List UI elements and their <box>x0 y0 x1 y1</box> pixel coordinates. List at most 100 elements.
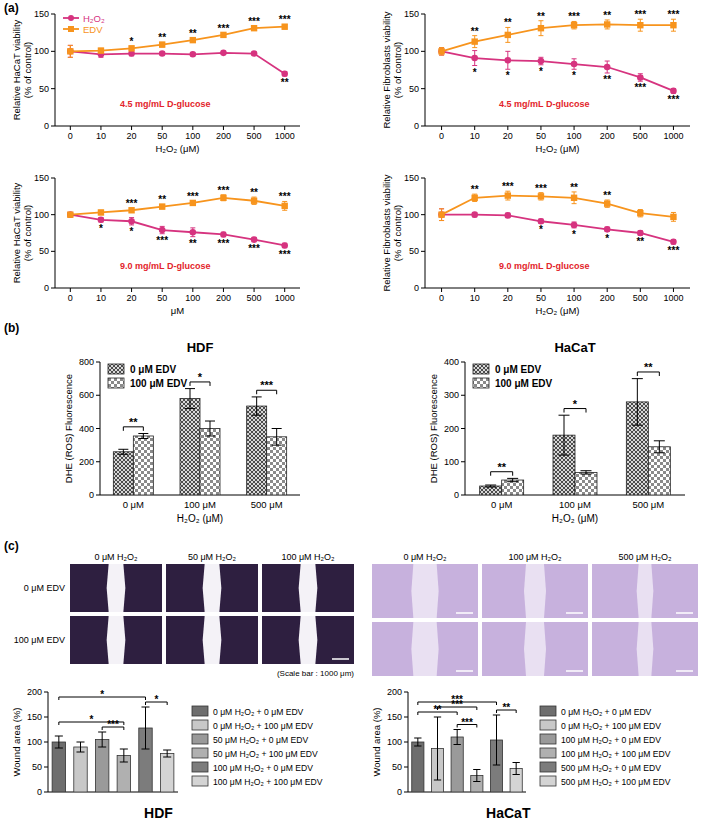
significance: * <box>130 226 134 237</box>
x-tick <box>254 288 255 292</box>
scratch <box>203 616 222 664</box>
scale-bar <box>456 612 473 614</box>
significance: *** <box>248 243 260 254</box>
legend-swatch <box>473 378 489 388</box>
error-bar <box>185 389 195 409</box>
y-tick <box>421 14 425 15</box>
x-axis-label: μM <box>171 305 184 316</box>
y-tick-label: 50 <box>409 246 419 256</box>
y-tick-label: 0 <box>397 787 402 797</box>
bar <box>180 399 200 495</box>
x-tick-label: 500 μM <box>632 499 664 510</box>
x-tick-label: 1000 <box>275 293 295 303</box>
y-tick <box>51 251 55 252</box>
error-bar <box>190 228 195 237</box>
bar <box>74 747 87 792</box>
legend: 0 μM H₂O₂ + 0 μM EDV0 μM H₂O₂ + 100 μM E… <box>540 706 671 787</box>
annotations: ***************************** <box>471 9 680 105</box>
micrograph <box>166 616 258 664</box>
significance: * <box>572 70 576 81</box>
x-axis <box>48 792 178 793</box>
x-axis <box>55 288 300 289</box>
y-axis-label-line: (% of control) <box>22 205 33 262</box>
error-bar <box>572 59 577 69</box>
error-bar <box>414 738 421 746</box>
x-tick <box>162 126 163 130</box>
series-line <box>442 24 674 51</box>
image-grid: 0 μM H₂O₂50 μM H₂O₂100 μM H₂O₂0 μM EDV10… <box>14 552 355 678</box>
x-tick <box>100 126 101 130</box>
error-bar <box>572 192 577 204</box>
annotations: ******************** <box>471 181 680 256</box>
marker <box>505 192 511 198</box>
error-bar <box>605 61 610 73</box>
x-tick <box>441 126 442 130</box>
y-tick <box>96 362 100 363</box>
legend-swatch <box>108 364 124 374</box>
bar <box>648 447 670 495</box>
legend-label: 500 μM H₂O₂ + 0 μM EDV <box>561 763 661 773</box>
significance: *** <box>248 16 260 27</box>
column-label: 0 μM H₂O₂ <box>403 552 447 562</box>
micrograph <box>262 616 354 664</box>
y-axis-label-line: DHE (ROS) Fluorescence <box>63 374 74 483</box>
x-tick-label: 50 <box>157 293 167 303</box>
x-tick <box>673 288 674 292</box>
column-label: 500 μM H₂O₂ <box>618 552 672 562</box>
error-bar <box>605 200 610 207</box>
marker <box>98 209 104 215</box>
marks <box>67 23 288 77</box>
y-tick-label: 0 <box>414 121 419 131</box>
significance: *** <box>668 94 680 105</box>
error-bar <box>434 717 441 780</box>
error-bar <box>671 212 676 221</box>
significance: *** <box>568 11 580 22</box>
x-tick-label: 100 <box>567 293 582 303</box>
bar <box>113 452 133 495</box>
x-tick-label: 500 μM <box>251 499 283 510</box>
error-bar <box>138 433 148 438</box>
marker <box>637 22 643 28</box>
x-tick <box>507 288 508 292</box>
y-axis-label: Relative Fibroblasts viability(% of cont… <box>381 174 403 291</box>
y-tick <box>404 792 408 793</box>
panel-label: (c) <box>4 539 19 553</box>
legend-label: 100 μM EDV <box>130 378 188 389</box>
error-bar <box>252 397 262 415</box>
scratch <box>411 622 438 676</box>
y-tick-label: 50 <box>409 84 419 94</box>
annotations: **************** <box>130 14 291 88</box>
x-tick-label: 200 <box>600 131 615 141</box>
series-line <box>70 215 284 246</box>
y-tick-label: 100 <box>404 210 419 220</box>
significance: *** <box>279 14 291 25</box>
y-tick-label: 50 <box>39 84 49 94</box>
error-bar <box>141 707 149 749</box>
y-tick <box>421 178 425 179</box>
y-axis-label-line: (% of control) <box>392 205 403 262</box>
x-tick-label: 50 <box>536 131 546 141</box>
error-bar <box>538 21 543 36</box>
row-label: 0 μM EDV <box>24 583 65 593</box>
x-tick <box>284 288 285 292</box>
x-tick-label: 500 <box>247 131 262 141</box>
x-tick-label: 0 <box>439 293 444 303</box>
y-axis-label: DHE (ROS) Fluorescence <box>428 374 439 483</box>
x-axis <box>408 792 526 793</box>
marker <box>67 48 73 54</box>
legend-swatch <box>192 706 208 716</box>
scratch <box>299 616 318 664</box>
significance: ** <box>644 361 653 373</box>
significance: * <box>154 694 158 705</box>
marker <box>571 61 578 68</box>
bar-chart: 050100150200Wound area (%)******0 μM H₂O… <box>11 687 323 821</box>
x-axis-label: H₂O₂ (μM) <box>156 143 200 154</box>
significance: *** <box>107 719 119 730</box>
row-label: 100 μM EDV <box>14 635 65 645</box>
error-bar <box>505 191 510 200</box>
y-tick-label: 150 <box>34 9 49 19</box>
error-bar <box>129 218 134 225</box>
x-axis-label: H₂O₂ (μM) <box>536 305 580 316</box>
y-tick-label: 0 <box>44 121 49 131</box>
x-axis-label: H₂O₂ (μM) <box>536 143 580 154</box>
